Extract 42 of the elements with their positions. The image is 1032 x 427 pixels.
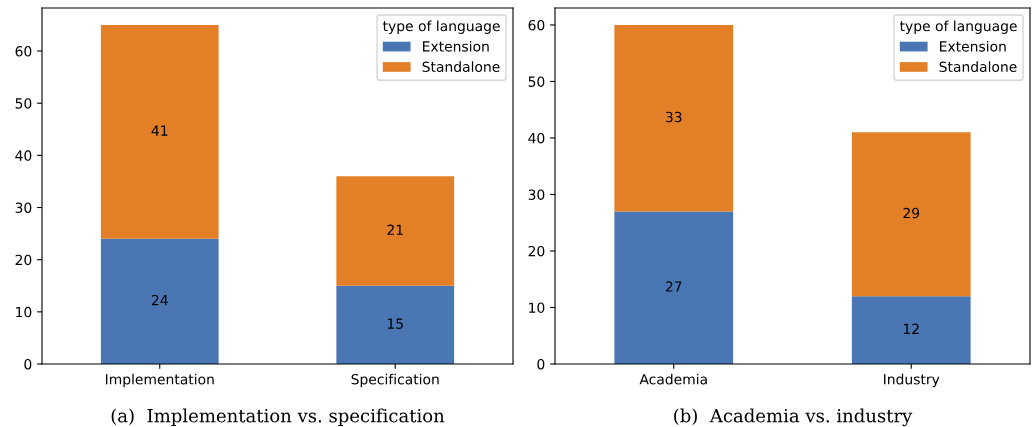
bar bbox=[614, 211, 734, 364]
x-tick-label: Academia bbox=[639, 373, 707, 385]
y-tick-label: 30 bbox=[528, 189, 545, 200]
legend-title: type of language bbox=[899, 20, 1017, 34]
x-tick-label: Industry bbox=[884, 373, 940, 388]
y-tick-label: 60 bbox=[528, 19, 545, 31]
data-label: 15 bbox=[387, 318, 403, 329]
data-label: 29 bbox=[903, 207, 920, 219]
data-label: 33 bbox=[665, 111, 682, 123]
y-tick-label: 30 bbox=[15, 202, 32, 213]
y-tick-label: 0 bbox=[537, 358, 545, 370]
legend-label: Standalone bbox=[939, 61, 1017, 73]
y-tick-label: 20 bbox=[15, 254, 32, 266]
x-tick-label: Specification bbox=[351, 373, 439, 388]
data-label: 24 bbox=[151, 294, 168, 306]
data-label: 12 bbox=[903, 323, 919, 334]
data-label: 21 bbox=[387, 224, 403, 235]
y-tick-label: 10 bbox=[529, 302, 545, 313]
y-tick-label: 60 bbox=[15, 46, 32, 57]
bar bbox=[336, 285, 455, 364]
y-tick-label: 50 bbox=[15, 98, 32, 109]
bar bbox=[614, 24, 734, 212]
legend-title: type of language bbox=[382, 20, 500, 34]
y-tick-label: 40 bbox=[15, 150, 32, 161]
bar bbox=[851, 132, 971, 297]
y-tick-label: 10 bbox=[16, 306, 32, 318]
legend-label: Extension bbox=[940, 40, 1006, 52]
bar bbox=[851, 296, 971, 364]
y-tick-label: 40 bbox=[528, 132, 545, 144]
data-label: 27 bbox=[665, 281, 682, 292]
bar bbox=[336, 176, 455, 286]
y-tick-label: 20 bbox=[528, 245, 545, 257]
text: (b) Academia vs. industry bbox=[674, 408, 913, 427]
data-label: 41 bbox=[151, 125, 168, 136]
x-tick-label: Implementation bbox=[105, 373, 214, 388]
legend-label: Extension bbox=[423, 40, 489, 52]
bar bbox=[100, 238, 219, 364]
bar bbox=[100, 24, 219, 239]
text: (a) Implementation vs. specification bbox=[111, 408, 445, 426]
y-tick-label: 0 bbox=[24, 358, 32, 370]
legend-label: Standalone bbox=[422, 61, 500, 73]
y-tick-label: 50 bbox=[528, 76, 545, 87]
